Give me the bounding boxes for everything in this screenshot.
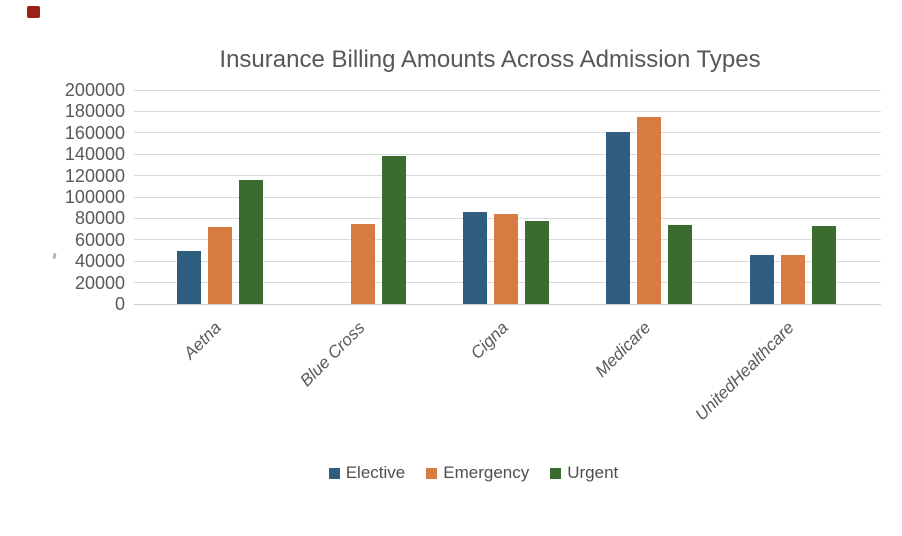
- bar-urgent-unitedhealthcare[interactable]: [811, 225, 836, 304]
- bar-emergency-aetna[interactable]: [207, 226, 232, 304]
- red-corner-marker: [27, 6, 40, 18]
- bar-urgent-blue-cross[interactable]: [381, 156, 406, 304]
- gridline: [134, 153, 881, 155]
- bar-elective-aetna[interactable]: [176, 250, 201, 304]
- y-axis-tick-label: 180000: [64, 101, 125, 122]
- bar-elective-medicare[interactable]: [606, 131, 631, 304]
- bar-emergency-blue-cross[interactable]: [350, 223, 375, 304]
- legend-label-elective: Elective: [345, 463, 406, 482]
- x-axis-label-text: Aetna: [180, 318, 225, 363]
- legend-item-emergency[interactable]: Emergency: [426, 463, 529, 483]
- y-axis-tick-label: 60000: [74, 229, 125, 250]
- bar-urgent-medicare[interactable]: [668, 224, 693, 304]
- y-axis-tick-label: 160000: [64, 122, 125, 143]
- bar-emergency-unitedhealthcare[interactable]: [780, 254, 805, 304]
- x-axis-label-text: Medicare: [591, 318, 655, 381]
- gridline: [134, 196, 881, 198]
- y-axis-tick-label: 200000: [64, 80, 125, 100]
- y-axis-tick-label: 0: [114, 294, 125, 314]
- bar-urgent-cigna[interactable]: [525, 220, 550, 304]
- legend-item-elective[interactable]: Elective: [328, 463, 406, 483]
- legend-swatch-urgent-icon: [550, 467, 562, 479]
- y-axis-tick-label: 120000: [64, 165, 125, 186]
- chart-title: Insurance Billing Amounts Across Admissi…: [219, 46, 761, 73]
- bar-urgent-aetna[interactable]: [238, 179, 263, 304]
- y-axis-tick-label: 40000: [74, 251, 125, 272]
- legend-swatch-elective-icon: [328, 467, 340, 479]
- x-axis-label-text: Cigna: [466, 318, 512, 363]
- gridline: [134, 89, 881, 91]
- chart-legend: Elective Emergency Urgent: [0, 463, 902, 483]
- x-axis-label-text: UnitedHealthcare: [691, 318, 799, 425]
- legend-label-emergency: Emergency: [443, 463, 530, 482]
- y-axis-tick-label: 140000: [64, 144, 125, 165]
- legend-label-urgent: Urgent: [567, 463, 619, 482]
- bar-emergency-medicare[interactable]: [637, 116, 662, 304]
- gridline: [134, 132, 881, 134]
- gridline: [134, 110, 881, 112]
- y-axis-tick-label: 20000: [74, 272, 125, 293]
- x-axis-line: [134, 303, 881, 305]
- y-axis-tick-label: 80000: [74, 208, 125, 229]
- plot-area: [134, 89, 881, 305]
- bar-elective-unitedhealthcare[interactable]: [749, 254, 774, 304]
- legend-swatch-emergency-icon: [426, 467, 438, 479]
- gridline: [134, 175, 881, 177]
- x-axis-label-text: Blue Cross: [296, 318, 369, 391]
- bar-elective-cigna[interactable]: [463, 211, 488, 304]
- y-axis-tick-label: 100000: [64, 187, 125, 207]
- bar-emergency-cigna[interactable]: [494, 214, 519, 304]
- legend-item-urgent[interactable]: Urgent: [550, 463, 618, 483]
